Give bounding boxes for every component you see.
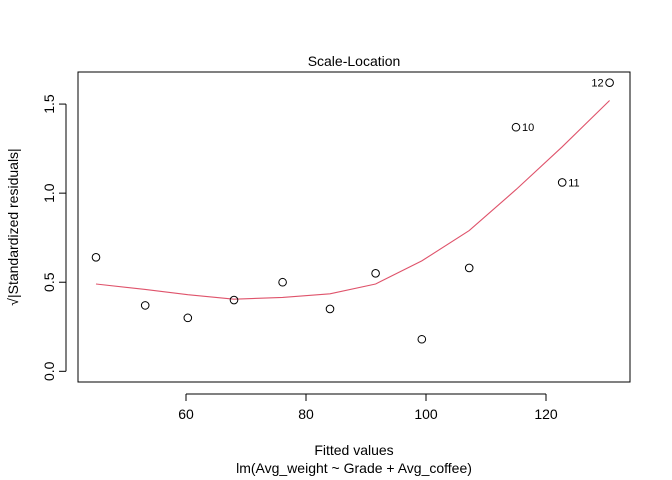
data-point [91,252,101,262]
point-label: 11 [568,177,579,189]
data-point [371,269,380,278]
data-point [464,263,474,273]
smooth-line [95,100,610,300]
x-axis-label: Fitted values [314,442,393,458]
point-label: 12 [591,78,603,90]
data-point [325,304,335,314]
chart-title: Scale-Location [308,53,401,69]
data-point [557,178,567,187]
plot-frame [77,71,631,383]
y-tick-label: 1.5 [41,94,57,114]
point-label: 10 [522,122,534,134]
points-layer: 10 11 12 [91,78,614,344]
data-point [229,295,239,305]
data-point [278,277,287,287]
y-tick-label: 0.5 [41,272,57,292]
data-point [605,78,614,87]
data-point [511,122,521,132]
x-tick-label: 80 [298,406,314,422]
data-point [183,313,193,323]
y-axis: 0.0 0.5 1.0 1.5 [41,94,67,381]
y-tick-label: 0.0 [41,361,57,381]
x-tick-label: 60 [178,406,194,422]
data-point [140,301,150,310]
smooth-line-layer [95,100,610,300]
y-axis-label: √|Standardized residuals| [5,148,21,305]
x-tick-label: 120 [534,406,558,422]
x-tick-label: 100 [414,406,438,422]
chart-subtitle: lm(Avg_weight ~ Grade + Avg_coffee) [236,460,472,476]
x-axis: 60 80 100 120 [178,393,558,422]
data-point [417,334,427,344]
y-tick-label: 1.0 [41,183,57,203]
